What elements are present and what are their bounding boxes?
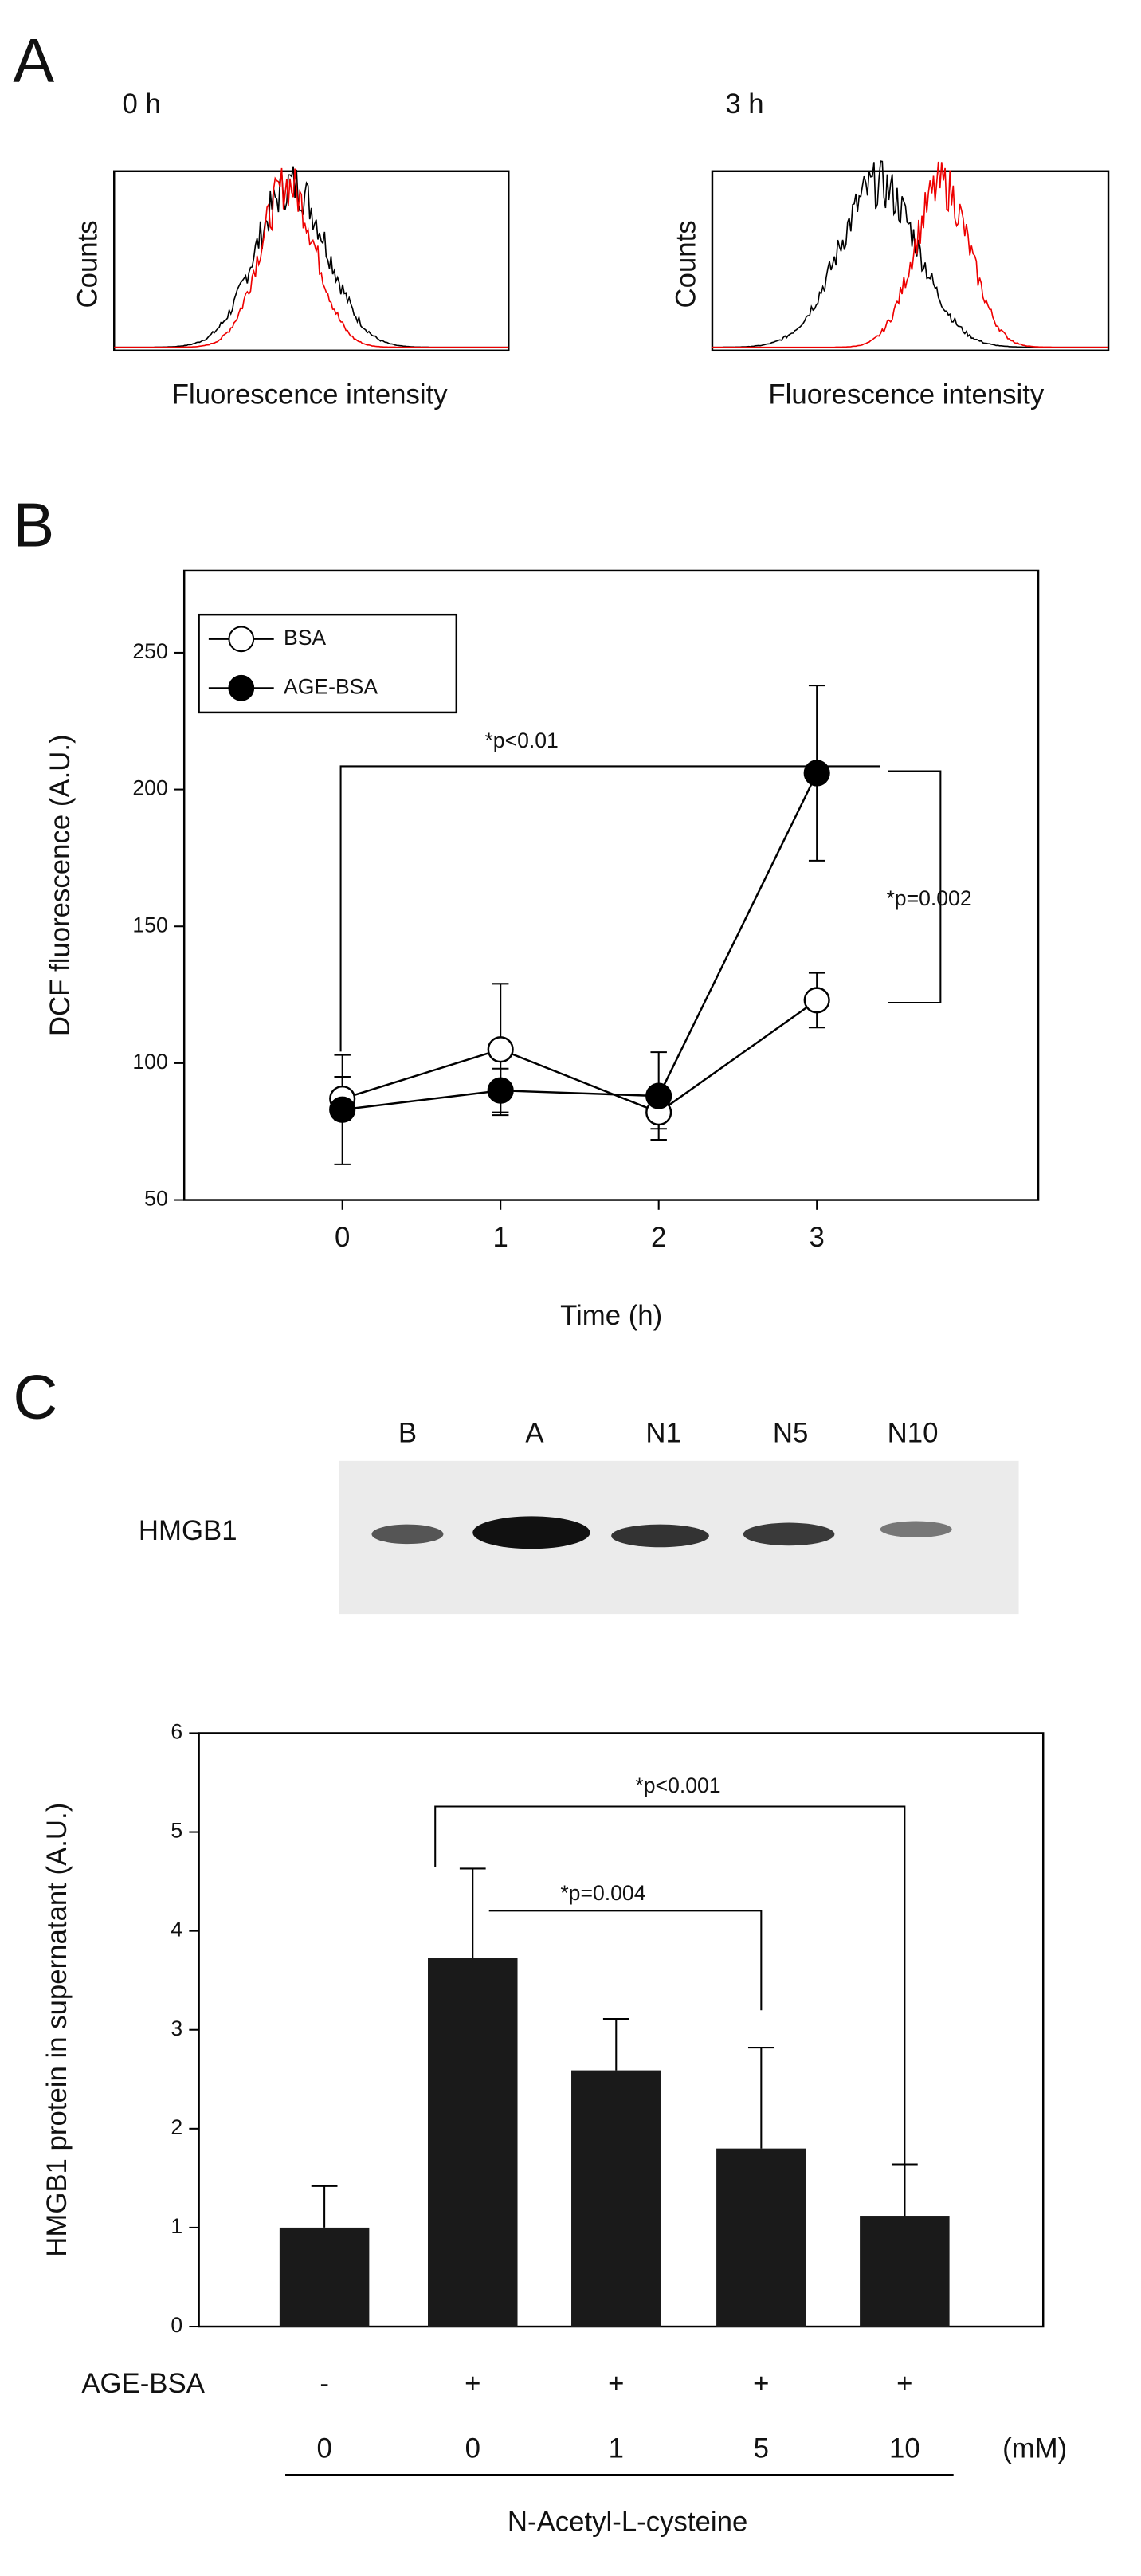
legend-label: BSA	[284, 626, 326, 650]
x-axis-label: N-Acetyl-L-cysteine	[508, 2507, 747, 2538]
x-tick-label: 1	[493, 1223, 508, 1253]
y-axis-label: Counts	[73, 220, 104, 308]
x-tick-label: 0	[316, 2434, 331, 2464]
histogram-curve	[114, 166, 509, 348]
marker	[487, 1036, 514, 1063]
lane-label: N10	[888, 1418, 939, 1448]
lane-label: N5	[773, 1418, 808, 1448]
y-tick-label: 50	[144, 1187, 168, 1211]
row-value: -	[320, 2369, 329, 2399]
error-bar	[747, 2047, 774, 2149]
x-tick-label: 2	[651, 1223, 666, 1253]
unit-label: (mM)	[1002, 2434, 1067, 2464]
histogram-curve	[712, 161, 1109, 348]
y-tick-label: 100	[132, 1050, 167, 1074]
y-tick-label: 150	[132, 913, 167, 937]
histogram-curve	[114, 167, 509, 348]
y-tick-label: 250	[132, 639, 167, 663]
x-axis-label: Fluorescence intensity	[768, 379, 1045, 410]
significance-bracket	[888, 770, 942, 1004]
legend-box	[198, 613, 458, 714]
y-tick-label: 200	[132, 776, 167, 800]
blot-label: HMGB1	[139, 1516, 237, 1546]
blot-band	[472, 1516, 590, 1549]
annotation: *p<0.01	[484, 728, 558, 752]
y-tick-label: 4	[171, 1918, 182, 1942]
y-tick-label: 1	[171, 2214, 182, 2238]
panel-label: B	[13, 491, 54, 560]
legend-label: AGE-BSA	[284, 674, 378, 698]
annotation: *p<0.001	[635, 1773, 720, 1797]
significance-bracket	[339, 765, 880, 1052]
histogram-title: 0 h	[122, 89, 160, 120]
legend-marker	[228, 674, 255, 701]
row-value: +	[465, 2369, 480, 2399]
marker	[487, 1077, 514, 1104]
row-value: +	[896, 2369, 912, 2399]
x-tick-label: 10	[889, 2434, 920, 2464]
y-tick-label: 0	[171, 2313, 182, 2337]
series-line	[342, 999, 818, 1114]
annotation: *p=0.002	[886, 886, 971, 910]
x-tick-label: 3	[810, 1223, 825, 1253]
histogram-frame	[711, 170, 1110, 352]
panel-label: A	[13, 26, 54, 95]
y-axis-label: DCF fluorescence (A.U.)	[45, 734, 76, 1036]
bar	[860, 2216, 950, 2327]
blot-band	[880, 1521, 952, 1537]
bar	[716, 2148, 806, 2327]
row-label: AGE-BSA	[81, 2369, 205, 2399]
x-tick-label: 0	[335, 1223, 350, 1253]
significance-bracket	[434, 1805, 906, 2307]
lane-label: N1	[645, 1418, 680, 1448]
legend-marker	[228, 626, 255, 653]
histogram-frame	[113, 170, 510, 352]
marker	[645, 1082, 672, 1109]
error-bar	[891, 2163, 918, 2217]
row-value: +	[608, 2369, 624, 2399]
histogram-title: 3 h	[725, 89, 763, 120]
error-bar	[602, 2018, 629, 2071]
blot-band	[611, 1524, 709, 1548]
bar	[571, 2070, 661, 2327]
histogram-curve	[712, 160, 1109, 348]
y-axis-label: HMGB1 protein in supernatant (A.U.)	[42, 1803, 73, 2257]
error-bar	[311, 2185, 338, 2228]
bar	[279, 2227, 370, 2327]
marker	[803, 760, 830, 787]
row-value: +	[753, 2369, 769, 2399]
y-axis-label: Counts	[671, 220, 701, 308]
marker	[803, 987, 830, 1014]
x-axis-label: Fluorescence intensity	[172, 379, 449, 410]
x-tick-label: 5	[754, 2434, 769, 2464]
lane-label: A	[525, 1418, 544, 1448]
x-tick-label: 0	[465, 2434, 480, 2464]
y-tick-label: 6	[171, 1719, 182, 1743]
lane-label: B	[398, 1418, 417, 1448]
plot-frame	[182, 569, 1040, 1201]
y-tick-label: 5	[171, 1819, 182, 1843]
annotation: *p=0.004	[560, 1881, 645, 1905]
error-bar	[459, 1867, 486, 1958]
panel-label: C	[13, 1364, 57, 1432]
significance-bracket	[488, 1910, 763, 2011]
y-tick-label: 2	[171, 2115, 182, 2139]
series-line	[342, 772, 818, 1111]
x-tick-label: 1	[609, 2434, 624, 2464]
blot-band	[743, 1522, 835, 1546]
blot-band	[371, 1524, 444, 1545]
x-axis-label: Time (h)	[560, 1301, 662, 1331]
marker	[329, 1096, 356, 1123]
y-tick-label: 3	[171, 2016, 182, 2040]
bar	[428, 1958, 518, 2327]
